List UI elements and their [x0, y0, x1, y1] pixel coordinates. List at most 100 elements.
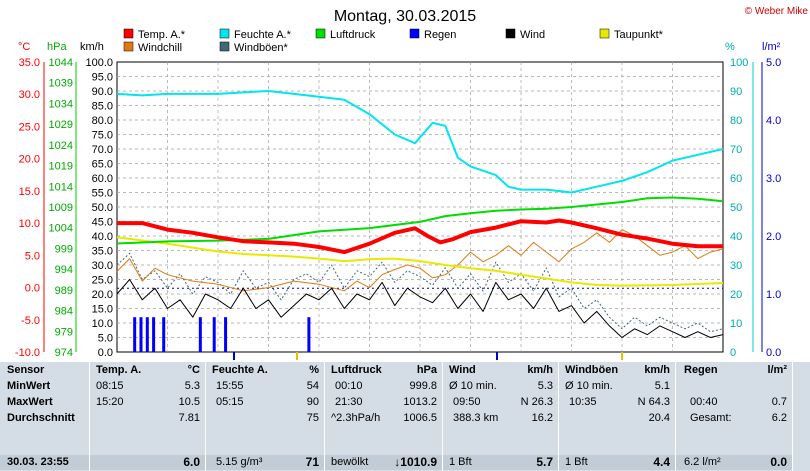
- legend-swatch: [599, 28, 610, 39]
- speed-tick-label: 55.0: [92, 188, 113, 200]
- speed-tick-label: 0.0: [98, 347, 113, 359]
- pressure-tick-label: 1034: [49, 98, 73, 110]
- speed-tick-label: 90.0: [92, 86, 113, 98]
- temp-tick-label: 5.0: [25, 250, 40, 262]
- legend-swatch: [409, 28, 420, 39]
- temp-min-value: 5.3: [184, 380, 200, 392]
- humidity-avg: 75: [306, 412, 319, 424]
- humidity-abs: 5.15 g/m³: [216, 456, 263, 468]
- series-line-taupunkt: [116, 236, 724, 287]
- pressure-tick-label: 1039: [49, 78, 73, 90]
- speed-tick-label: 75.0: [92, 130, 113, 142]
- humidity-tick-label: 60: [730, 173, 742, 185]
- temp-current: 6.0: [183, 455, 200, 469]
- speed-tick-label: 15.0: [92, 304, 113, 316]
- legend-swatch: [219, 41, 230, 52]
- pressure-min-time: 00:10: [335, 380, 363, 392]
- temp-tick-label: 10.0: [19, 218, 40, 230]
- pressure-tick-label: 984: [55, 306, 73, 318]
- gust-unit: km/h: [644, 364, 670, 376]
- pressure-tick-label: 1019: [49, 161, 73, 173]
- temp-tick-label: 35.0: [19, 57, 40, 69]
- humidity-axis-unit: %: [725, 41, 735, 53]
- rain-bar: [307, 317, 311, 352]
- wind-beaufort: 1 Bft: [449, 456, 472, 468]
- wind-unit: km/h: [527, 364, 553, 376]
- series-line-tempa: [117, 218, 723, 255]
- humidity-min-value: 54: [306, 380, 319, 392]
- temp-tick-label: 15.0: [19, 186, 40, 198]
- speed-tick-label: 50.0: [92, 202, 113, 214]
- speed-tick-label: 80.0: [92, 115, 113, 127]
- wind-avg-label: Ø 10 min.: [449, 380, 497, 392]
- rain-bar: [198, 317, 202, 352]
- temp-tick-label: 30.0: [19, 89, 40, 101]
- speed-tick-label: 45.0: [92, 217, 113, 229]
- temp-tick-label: 25.0: [19, 121, 40, 133]
- gust-avg: 20.4: [648, 412, 670, 424]
- legend-swatch: [315, 28, 326, 39]
- speed-tick-label: 25.0: [92, 275, 113, 287]
- pressure-max-time: 21:30: [335, 396, 363, 408]
- humidity-current: 71: [305, 455, 319, 469]
- speed-tick-label: 85.0: [92, 101, 113, 113]
- rain-bar: [152, 317, 156, 352]
- rain-bar: [212, 317, 216, 352]
- speed-tick-label: 65.0: [92, 159, 113, 171]
- statistics-table: Sensor MinWert MaxWert Durchschnitt 30.0…: [0, 362, 810, 471]
- wind-max-value: N 26.3: [520, 396, 553, 408]
- rain-tick-label: 0.0: [766, 347, 781, 359]
- rain-max-value: 0.7: [771, 396, 787, 408]
- gust-max-time: 10:35: [569, 396, 597, 408]
- temp-tick-label: -10.0: [15, 347, 40, 359]
- temp-max-value: 10.5: [178, 396, 200, 408]
- legend-label: Wind: [520, 29, 545, 41]
- humidity-header: Feuchte A.: [212, 364, 268, 376]
- rain-total-label: Gesamt:: [690, 412, 732, 424]
- wind-header: Wind: [449, 364, 476, 376]
- gust-beaufort: 1 Bft: [565, 456, 588, 468]
- pressure-tick-label: 989: [55, 285, 73, 297]
- rain-tick-label: 2.0: [766, 231, 781, 243]
- speed-tick-label: 35.0: [92, 246, 113, 258]
- temp-avg: 7.81: [178, 412, 200, 424]
- series-line-luftdruck: [116, 196, 724, 245]
- legend-label: Luftdruck: [330, 29, 376, 41]
- wind-current: 5.7: [536, 455, 553, 469]
- legend-label: Temp. A.*: [138, 29, 186, 41]
- legend-label: Feuchte A.*: [234, 29, 292, 41]
- humidity-max-time: 05:15: [216, 396, 244, 408]
- row-label-avg: Durchschnitt: [7, 412, 75, 424]
- legend-swatch: [505, 28, 516, 39]
- humidity-tick-label: 90: [730, 86, 742, 98]
- weather-forecast: bewölkt: [331, 456, 369, 468]
- rain-tick-label: 5.0: [766, 57, 781, 69]
- series-line-windben: [116, 252, 724, 333]
- wind-distance: 388.3 km: [453, 412, 499, 424]
- copyright-text: © Weber Mike: [745, 6, 809, 17]
- series-line-wind: [116, 279, 724, 338]
- legend-swatch: [123, 41, 134, 52]
- rain-header: Regen: [684, 364, 718, 376]
- speed-axis-unit: km/h: [80, 41, 104, 53]
- pressure-tick-label: 979: [55, 326, 73, 338]
- wind-avg10: 5.3: [537, 380, 553, 392]
- temp-header: Temp. A.: [96, 364, 142, 376]
- pressure-trend: ^2.3hPa/h: [331, 412, 381, 424]
- gust-max-value: N 64.3: [637, 396, 670, 408]
- humidity-tick-label: 20: [730, 289, 742, 301]
- pressure-axis-unit: hPa: [47, 41, 67, 53]
- speed-tick-label: 100.0: [85, 57, 113, 69]
- rain-total: 6.2: [771, 412, 787, 424]
- pressure-tick-label: 1029: [49, 119, 73, 131]
- legend-label: Windböen*: [234, 42, 289, 54]
- speed-tick-label: 5.0: [98, 333, 113, 345]
- humidity-tick-label: 50: [730, 202, 742, 214]
- rain-tick-label: 4.0: [766, 115, 781, 127]
- pressure-tick-label: 994: [55, 264, 73, 276]
- humidity-tick-label: 0: [730, 347, 736, 359]
- humidity-tick-label: 30: [730, 260, 742, 272]
- legend-label: Windchill: [138, 42, 182, 54]
- row-label-sensor: Sensor: [7, 364, 45, 376]
- pressure-header: Luftdruck: [331, 364, 382, 376]
